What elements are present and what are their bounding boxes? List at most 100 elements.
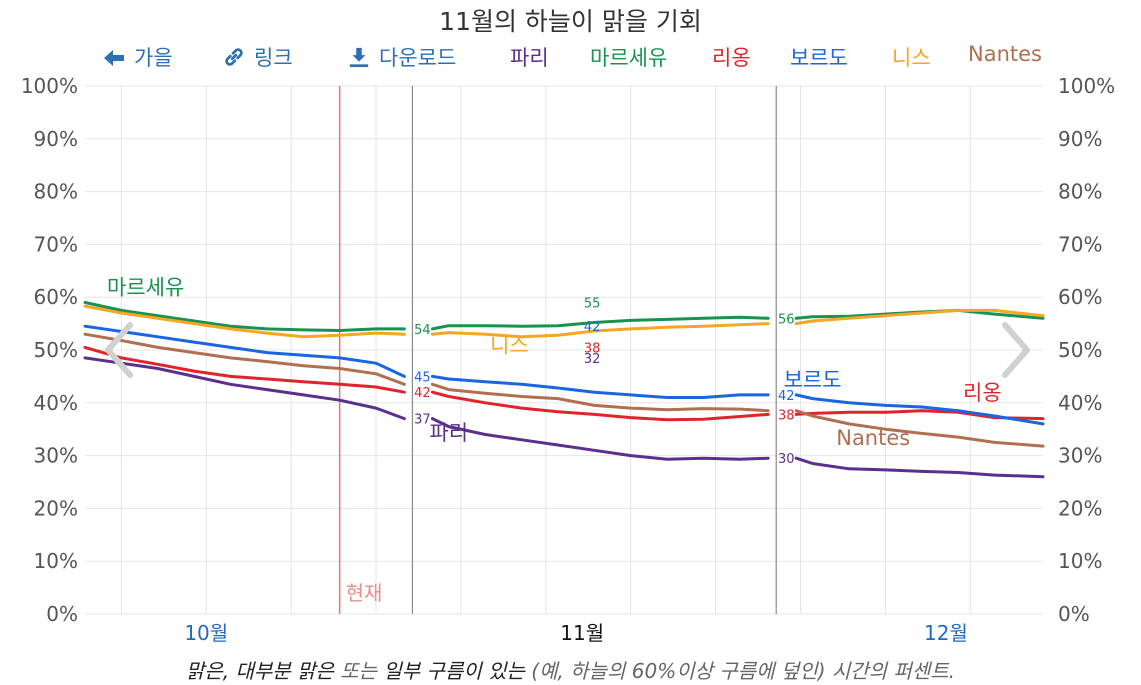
segment-label-bordeaux: 45	[414, 370, 431, 385]
plot-label-marseille: 마르세유	[107, 276, 184, 300]
month-label: 11월	[560, 621, 604, 645]
y-tick-right: 60%	[1058, 285, 1102, 309]
caption-part-2: 또는	[333, 659, 384, 683]
series-line-nantes	[794, 409, 1045, 448]
series-line-nantes	[83, 332, 406, 386]
series-lines	[83, 301, 1045, 479]
series-line-bordeaux	[430, 374, 770, 399]
plot-label-nice: 니스	[490, 334, 529, 358]
y-tick-right: 10%	[1058, 549, 1102, 573]
legend-item-nice[interactable]: 니스	[892, 42, 931, 72]
chart-title: 11월의 하늘이 맑을 기회	[439, 7, 702, 36]
y-tick-left: 30%	[34, 444, 78, 468]
segment-label-paris: 30	[778, 452, 795, 467]
legend-label-nice: 니스	[892, 46, 931, 70]
month-labels: 10월 11월 12월	[184, 621, 968, 645]
caption: 맑은, 대부분 맑은 또는 일부 구름이 있는 (예, 하늘의 60%이상 구름…	[0, 655, 1141, 684]
series-line-nice	[83, 304, 406, 339]
series-line-nice	[794, 308, 1045, 326]
segment-label-bordeaux: 42	[584, 320, 601, 335]
legend-label-lyon: 리옹	[712, 46, 751, 70]
legend-item-marseille[interactable]: 마르세유	[590, 42, 667, 72]
prev-arrow[interactable]	[105, 322, 133, 378]
legend-label-marseille: 마르세유	[590, 46, 668, 70]
y-tick-left: 60%	[34, 285, 78, 309]
series-line-bordeaux	[794, 393, 1045, 426]
arrow-left-icon	[104, 50, 124, 66]
segment-label-marseille: 54	[414, 323, 431, 338]
now-label: 현재	[346, 581, 383, 605]
segment-label-lyon: 42	[414, 386, 431, 401]
y-tick-right: 100%	[1058, 74, 1115, 98]
series-line-lyon	[430, 390, 770, 422]
next-arrow[interactable]	[1002, 322, 1030, 378]
link-button[interactable]: 링크	[222, 42, 293, 72]
series-line-marseille	[430, 315, 770, 331]
markers: 현재	[338, 86, 777, 614]
chevron-right-icon	[1002, 322, 1030, 378]
y-tick-left: 10%	[34, 549, 78, 573]
series-line-lyon	[794, 409, 1045, 421]
y-tick-left: 0%	[46, 602, 78, 626]
month-label: 12월	[924, 621, 968, 645]
chevron-left-icon	[105, 322, 133, 378]
segment-label-marseille: 56	[778, 312, 795, 327]
legend-item-lyon[interactable]: 리옹	[712, 42, 751, 72]
legend-item-bordeaux[interactable]: 보르도	[790, 42, 848, 72]
legend-label-paris: 파리	[510, 46, 549, 70]
series-line-marseille	[83, 301, 406, 332]
y-tick-right: 30%	[1058, 444, 1102, 468]
y-tick-left: 80%	[34, 180, 78, 204]
y-tick-right: 40%	[1058, 391, 1102, 415]
y-tick-right: 90%	[1058, 127, 1102, 151]
legend-item-paris[interactable]: 파리	[510, 42, 549, 72]
series-line-paris	[794, 456, 1045, 479]
series-line-paris	[83, 356, 406, 421]
y-tick-right: 50%	[1058, 338, 1102, 362]
back-label: 가을	[134, 46, 173, 70]
segment-label-bordeaux: 42	[778, 389, 795, 404]
download-button[interactable]: 다운로드	[347, 42, 456, 72]
toolbar: 가을 링크 다운로드 파리 마르세유 리옹 보르도 니스 Nantes	[0, 42, 1141, 74]
y-tick-right: 20%	[1058, 496, 1102, 520]
y-tick-right: 0%	[1058, 602, 1090, 626]
series-line-nantes	[430, 382, 770, 413]
series-line-bordeaux	[83, 324, 406, 378]
series-line-lyon	[83, 345, 406, 394]
link-icon	[225, 48, 243, 66]
caption-part-1: 맑은, 대부분 맑은	[186, 659, 334, 683]
plot-label-lyon: 리옹	[963, 381, 1002, 405]
plot-label-paris: 파리	[429, 421, 468, 445]
plot-label-nantes: Nantes	[836, 426, 910, 450]
month-label: 10월	[184, 621, 228, 645]
y-tick-left: 70%	[34, 232, 78, 256]
series-line-nice	[430, 322, 770, 339]
segment-label-paris: 32	[584, 352, 601, 367]
y-tick-right: 70%	[1058, 232, 1102, 256]
y-tick-left: 20%	[34, 496, 78, 520]
segment-label-lyon: 38	[778, 408, 795, 423]
series-line-paris	[430, 417, 770, 461]
back-button[interactable]: 가을	[102, 42, 173, 72]
series-labels: 373230파리545556마르세유423838리옹454242보르도니스Nan…	[107, 276, 1002, 468]
chart: 0% 0% 10% 10% 20% 20% 30% 30% 40% 40% 50% 50% 60% 60%…	[21, 74, 1115, 645]
download-icon	[349, 47, 369, 68]
y-tick-left: 90%	[34, 127, 78, 151]
caption-part-4: (예, 하늘의 60%이상 구름에 덮인) 시간의 퍼센트.	[524, 659, 955, 683]
y-tick-right: 80%	[1058, 180, 1102, 204]
link-label: 링크	[254, 46, 293, 70]
segment-label-lyon: 38	[584, 341, 601, 356]
caption-part-3: 일부 구름이 있는	[383, 659, 525, 683]
legend-item-nantes[interactable]: Nantes	[968, 42, 1042, 66]
segment-label-marseille: 55	[584, 296, 601, 311]
plot-label-bordeaux: 보르도	[784, 368, 842, 392]
grid	[85, 85, 1043, 615]
y-tick-left: 100%	[21, 74, 78, 98]
y-tick-left: 50%	[34, 338, 78, 362]
legend-label-bordeaux: 보르도	[790, 46, 848, 70]
segment-label-paris: 37	[414, 413, 431, 428]
y-tick-left: 40%	[34, 391, 78, 415]
download-label: 다운로드	[379, 46, 457, 70]
legend-label-nantes: Nantes	[968, 42, 1042, 66]
y-ticks: 0% 0% 10% 10% 20% 20% 30% 30% 40% 40% 50% 50% 60% 60%…	[21, 74, 1115, 626]
